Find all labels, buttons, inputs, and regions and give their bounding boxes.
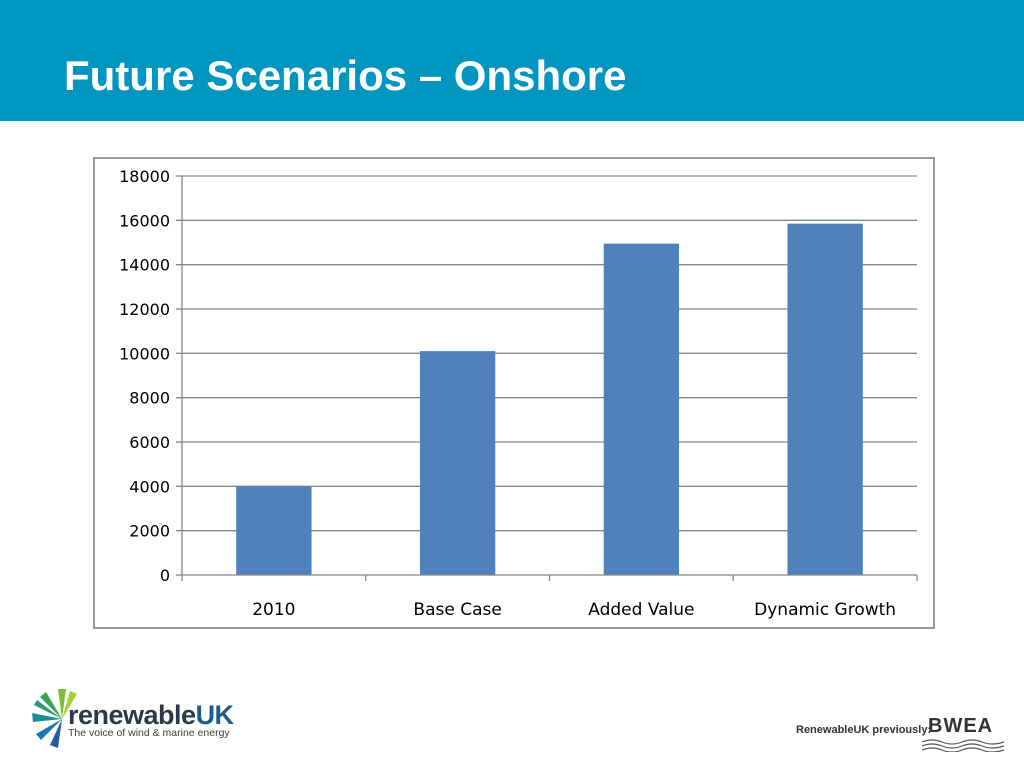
y-tick-label: 14000 [119, 256, 170, 275]
page-title: Future Scenarios – Onshore [64, 52, 627, 99]
brand-tagline: The voice of wind & marine energy [68, 727, 230, 739]
brand-name-part1: renewable [68, 700, 196, 730]
previously-label: RenewableUK previously: [796, 724, 932, 736]
y-tick-label: 2000 [129, 522, 170, 541]
bar-chart: 0 2000 4000 6000 8000 10000 12000 14000 16000 180… [119, 167, 918, 620]
y-tick-label: 4000 [129, 477, 170, 496]
chart-frame: 0 2000 4000 6000 8000 10000 12000 14000 16000 180… [93, 157, 935, 629]
brand-name-part2: UK [195, 700, 235, 730]
y-tick-label: 0 [160, 566, 170, 585]
bar [603, 243, 680, 575]
renewableuk-logo-icon [32, 689, 77, 748]
x-tick-label: Dynamic Growth [754, 600, 896, 620]
bwea-logo: BWEA [928, 715, 994, 737]
bar [419, 351, 496, 575]
x-tick-label: Added Value [588, 600, 694, 620]
y-tick-label: 10000 [119, 344, 170, 363]
renewableuk-wordmark: renewableUK [68, 700, 234, 731]
bar [236, 486, 312, 575]
y-tick-label: 16000 [119, 211, 170, 230]
title-banner: Future Scenarios – Onshore [0, 0, 1024, 121]
y-tick-label: 18000 [119, 167, 170, 186]
y-tick-label: 6000 [129, 433, 170, 452]
bwea-waves-icon [922, 739, 1004, 752]
y-tick-label: 12000 [119, 300, 170, 319]
x-tick-label: Base Case [413, 600, 501, 620]
y-tick-label: 8000 [129, 389, 170, 408]
x-tick-label: 2010 [252, 600, 295, 620]
bar [787, 223, 863, 575]
